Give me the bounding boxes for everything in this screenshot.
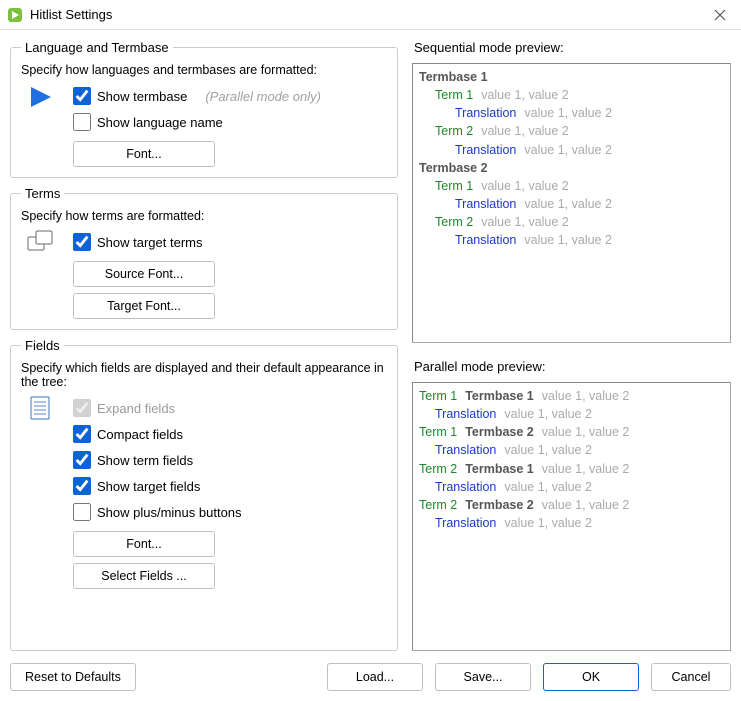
window-title: Hitlist Settings <box>30 7 707 22</box>
preview-row: Term 2Termbase 2value 1, value 2 <box>419 496 724 514</box>
group-desc-terms: Specify how terms are formatted: <box>21 209 387 223</box>
play-icon <box>21 83 61 167</box>
footer: Reset to Defaults Load... Save... OK Can… <box>10 663 731 691</box>
cancel-button[interactable]: Cancel <box>651 663 731 691</box>
checkbox-show-termbase[interactable] <box>73 87 91 105</box>
windows-icon <box>21 229 61 319</box>
label-show-language-name[interactable]: Show language name <box>97 115 223 130</box>
preview-row: Translationvalue 1, value 2 <box>419 405 724 423</box>
preview-row: Term 1Termbase 2value 1, value 2 <box>419 423 724 441</box>
preview-row: Term 2value 1, value 2 <box>419 122 724 140</box>
app-icon <box>6 6 24 24</box>
left-column: Language and Termbase Specify how langua… <box>10 40 398 651</box>
right-column: Sequential mode preview: Termbase 1Term … <box>412 40 731 651</box>
group-legend-terms: Terms <box>21 186 64 201</box>
document-list-icon <box>21 395 61 589</box>
preview-row: Term 2Termbase 1value 1, value 2 <box>419 460 724 478</box>
group-legend-fields: Fields <box>21 338 64 353</box>
hint-parallel-only: (Parallel mode only) <box>205 89 321 104</box>
sequential-preview-box: Termbase 1Term 1value 1, value 2Translat… <box>412 63 731 343</box>
group-legend-language: Language and Termbase <box>21 40 173 55</box>
preview-row: Term 1value 1, value 2 <box>419 177 724 195</box>
label-expand-fields: Expand fields <box>97 401 175 416</box>
preview-row: Translationvalue 1, value 2 <box>419 231 724 249</box>
load-button[interactable]: Load... <box>327 663 423 691</box>
font-button-fields[interactable]: Font... <box>73 531 215 557</box>
preview-row: Termbase 1 <box>419 68 724 86</box>
label-show-target-terms[interactable]: Show target terms <box>97 235 203 250</box>
checkbox-show-plus-minus[interactable] <box>73 503 91 521</box>
checkbox-show-term-fields[interactable] <box>73 451 91 469</box>
reset-to-defaults-button[interactable]: Reset to Defaults <box>10 663 136 691</box>
preview-row: Term 2value 1, value 2 <box>419 213 724 231</box>
target-font-button[interactable]: Target Font... <box>73 293 215 319</box>
group-desc-language: Specify how languages and termbases are … <box>21 63 387 77</box>
preview-row: Translationvalue 1, value 2 <box>419 514 724 532</box>
select-fields-button[interactable]: Select Fields ... <box>73 563 215 589</box>
save-button[interactable]: Save... <box>435 663 531 691</box>
group-terms: Terms Specify how terms are formatted: S… <box>10 186 398 330</box>
checkbox-show-target-terms[interactable] <box>73 233 91 251</box>
parallel-preview-label: Parallel mode preview: <box>414 359 731 374</box>
preview-row: Termbase 2 <box>419 159 724 177</box>
font-button-language[interactable]: Font... <box>73 141 215 167</box>
parallel-preview-box: Term 1Termbase 1value 1, value 2Translat… <box>412 382 731 651</box>
label-show-term-fields[interactable]: Show term fields <box>97 453 193 468</box>
label-compact-fields[interactable]: Compact fields <box>97 427 183 442</box>
content-area: Language and Termbase Specify how langua… <box>10 40 731 651</box>
preview-row: Translationvalue 1, value 2 <box>419 441 724 459</box>
sequential-preview-label: Sequential mode preview: <box>414 40 731 55</box>
checkbox-show-language-name[interactable] <box>73 113 91 131</box>
checkbox-show-target-fields[interactable] <box>73 477 91 495</box>
label-show-termbase[interactable]: Show termbase <box>97 89 187 104</box>
group-language-termbase: Language and Termbase Specify how langua… <box>10 40 398 178</box>
group-fields: Fields Specify which fields are displaye… <box>10 338 398 651</box>
titlebar: Hitlist Settings <box>0 0 741 30</box>
preview-row: Translationvalue 1, value 2 <box>419 195 724 213</box>
checkbox-compact-fields[interactable] <box>73 425 91 443</box>
preview-row: Translationvalue 1, value 2 <box>419 478 724 496</box>
preview-row: Translationvalue 1, value 2 <box>419 141 724 159</box>
label-show-plus-minus[interactable]: Show plus/minus buttons <box>97 505 242 520</box>
close-icon[interactable] <box>707 5 733 25</box>
label-show-target-fields[interactable]: Show target fields <box>97 479 200 494</box>
source-font-button[interactable]: Source Font... <box>73 261 215 287</box>
preview-row: Term 1Termbase 1value 1, value 2 <box>419 387 724 405</box>
checkbox-expand-fields <box>73 399 91 417</box>
ok-button[interactable]: OK <box>543 663 639 691</box>
group-desc-fields: Specify which fields are displayed and t… <box>21 361 387 389</box>
preview-row: Translationvalue 1, value 2 <box>419 104 724 122</box>
preview-row: Term 1value 1, value 2 <box>419 86 724 104</box>
